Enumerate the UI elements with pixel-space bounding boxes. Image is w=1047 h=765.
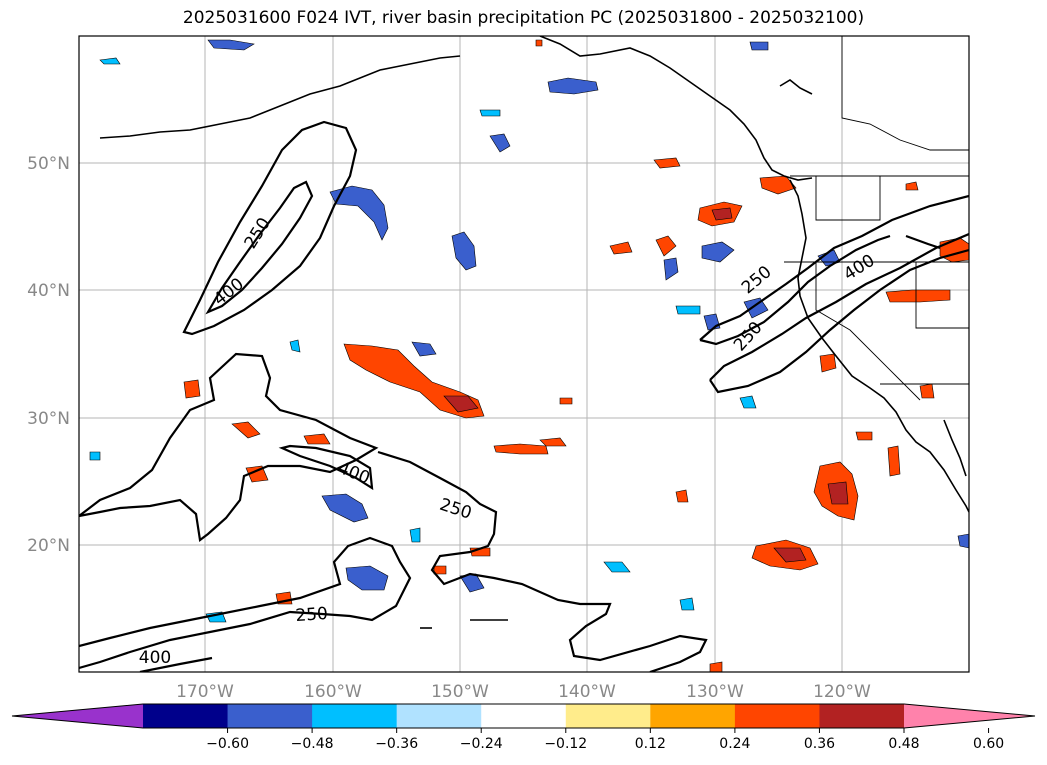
lon-label-150w: 150°W [431, 682, 489, 702]
lon-label-160w: 160°W [304, 682, 362, 702]
ivt-label-400-southwest: 400 [139, 648, 171, 668]
lat-label-20n: 20°N [27, 536, 70, 556]
colorbar-tick-label: −0.48 [291, 736, 334, 752]
lon-label-130w: 130°W [686, 682, 744, 702]
colorbar-tick-label: 0.48 [888, 736, 919, 752]
lon-label-170w: 170°W [176, 682, 234, 702]
map-area [79, 36, 969, 672]
colorbar-tick-label: −0.60 [206, 736, 249, 752]
colorbar-tick-label: 0.12 [635, 736, 666, 752]
colorbar-segment [734, 704, 820, 728]
coastlines [99, 36, 969, 629]
gridlines [79, 36, 969, 672]
ivt-label-250-south: 250 [295, 604, 329, 626]
colorbar-segment [396, 704, 482, 728]
colorbar-tick-label: 0.36 [804, 736, 835, 752]
positive-pc-shading [183, 39, 969, 672]
colorbar-tick-label: −0.24 [460, 736, 503, 752]
colorbar-segment [819, 704, 905, 728]
lon-label-140w: 140°W [558, 682, 616, 702]
colorbar-extend-min [12, 704, 143, 728]
colorbar-segment [565, 704, 651, 728]
colorbar-segment [650, 704, 736, 728]
colorbar-tick-label: 0.24 [719, 736, 750, 752]
political-borders [784, 36, 969, 401]
ivt-contours [79, 120, 969, 672]
colorbar-segment [143, 704, 229, 728]
longitude-labels: 170°W 160°W 150°W 140°W 130°W 120°W [176, 682, 871, 702]
colorbar-tick-label: −0.36 [375, 736, 418, 752]
colorbar-segment [227, 704, 313, 728]
colorbar-segment [481, 704, 567, 728]
negative-pc-shading [89, 39, 969, 623]
colorbar-extend-max [904, 704, 1035, 728]
lon-label-120w: 120°W [813, 682, 871, 702]
latitude-labels: 50°N 40°N 30°N 20°N [27, 154, 70, 556]
lat-label-40n: 40°N [27, 281, 70, 301]
lat-label-50n: 50°N [27, 154, 70, 174]
colorbar-tick-label: −0.12 [544, 736, 587, 752]
colorbar-tick-label: 0.60 [973, 736, 1004, 752]
lat-label-30n: 30°N [27, 409, 70, 429]
colorbar-segment [312, 704, 398, 728]
colorbar: −0.60 −0.48 −0.36 −0.24 −0.12 0.12 0.24 0.36 0.4… [11, 703, 1036, 752]
colorbar-outline [11, 703, 1036, 729]
map-title: 2025031600 F024 IVT, river basin precipi… [182, 8, 865, 28]
map-frame [78, 35, 970, 673]
